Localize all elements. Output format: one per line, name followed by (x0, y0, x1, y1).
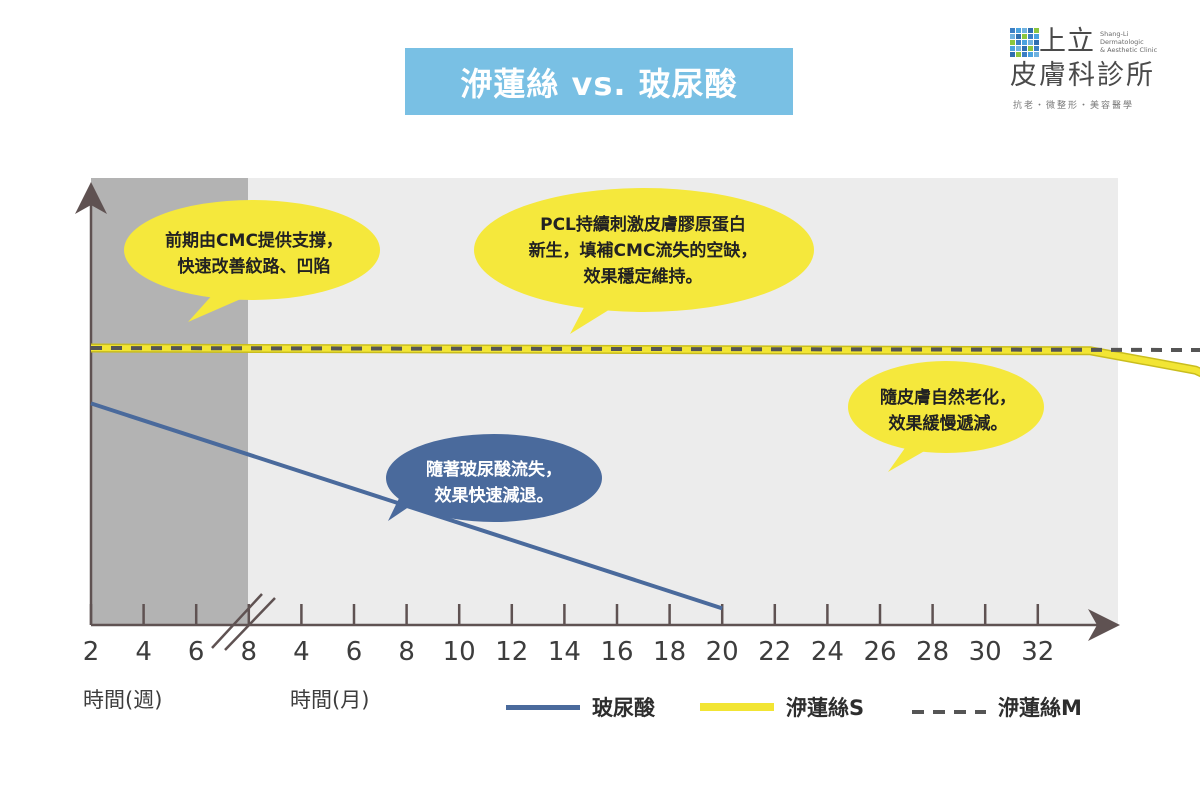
x-tick-label: 4 (293, 637, 310, 667)
annotation-cmc-text: 前期由CMC提供支撐， 快速改善紋路、凹陷 (165, 231, 343, 277)
x-tick-label: 12 (495, 637, 529, 667)
logo-name-bottom: 皮膚科診所 (1010, 60, 1155, 91)
chart-title: 洢蓮絲 vs. 玻尿酸 (460, 64, 738, 103)
annotation-aging-text: 隨皮膚自然老化， 效果緩慢遞減。 (880, 388, 1016, 434)
axis-break-mark (211, 593, 263, 649)
legend-item-ha: 玻尿酸 (506, 692, 655, 722)
legend-swatch-m (912, 702, 986, 714)
x-tick-label: 28 (916, 637, 950, 667)
legend-swatch-s (700, 702, 774, 712)
x-tick-label: 6 (345, 637, 363, 667)
legend-item-m: 洢蓮絲M (912, 692, 1082, 722)
legend-swatch-ha (506, 702, 580, 712)
x-tick-label: 8 (240, 637, 258, 667)
y-axis-arrow-icon (75, 182, 107, 214)
legend-label-m: 洢蓮絲M (998, 696, 1082, 720)
x-tick-label: 18 (653, 637, 687, 667)
bubble-ha (386, 434, 602, 522)
annotation-ha-text: 隨著玻尿酸流失， 效果快速減退。 (426, 460, 562, 506)
bubble-pcl (474, 188, 814, 312)
logo-english-name: Shang-Li Dermatologic & Aesthetic Clinic (1100, 30, 1158, 54)
bubble-cmc (124, 200, 380, 300)
x-tick-label: 32 (1021, 637, 1055, 667)
x-axis-label-months: 時間(月) (290, 688, 370, 712)
clinic-logo: 上立 Shang-Li Dermatologic & Aesthetic Cli… (1010, 28, 1190, 118)
logo-name-top: 上立 (1039, 26, 1095, 57)
x-tick-label: 26 (863, 637, 897, 667)
x-axis-label-weeks: 時間(週) (83, 688, 163, 712)
x-tick-label: 2 (82, 637, 100, 667)
x-tick-label: 24 (810, 637, 844, 667)
logo-mosaic-icon (1010, 28, 1039, 57)
x-axis-arrow-icon (1088, 609, 1120, 641)
x-tick-label: 10 (442, 637, 476, 667)
title-banner: 洢蓮絲 vs. 玻尿酸 (405, 48, 793, 115)
x-tick-label: 6 (187, 637, 205, 667)
x-tick-label: 22 (758, 637, 792, 667)
bubble-aging (848, 361, 1044, 453)
logo-tagline: 抗老・微整形・美容醫學 (1013, 101, 1135, 111)
series-line-s (90, 345, 1200, 376)
x-tick-label: 14 (547, 637, 581, 667)
legend-item-s: 洢蓮絲S (700, 692, 864, 722)
legend-label-s: 洢蓮絲S (786, 696, 865, 720)
x-tick-label: 20 (705, 637, 739, 667)
x-tick-label: 16 (600, 637, 634, 667)
x-tick-label: 4 (135, 637, 152, 667)
x-tick-label: 30 (968, 637, 1002, 667)
annotation-pcl-text: PCL持續刺激皮膚膠原蛋白 新生，填補CMC流失的空缺， 效果穩定維持。 (528, 215, 758, 287)
legend-label-ha: 玻尿酸 (592, 696, 655, 720)
axis-break-mark (224, 597, 276, 651)
x-tick-label: 8 (398, 637, 415, 667)
